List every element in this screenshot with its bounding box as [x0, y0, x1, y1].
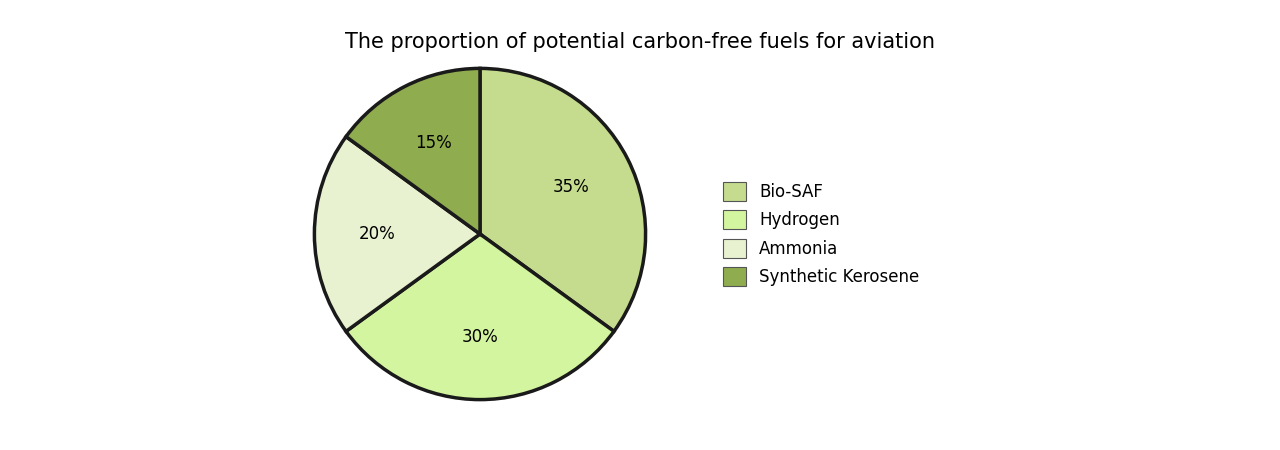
Text: 15%: 15% [415, 134, 452, 152]
Text: The proportion of potential carbon-free fuels for aviation: The proportion of potential carbon-free … [346, 32, 934, 51]
Text: 35%: 35% [553, 178, 590, 196]
Wedge shape [480, 68, 645, 331]
Text: 30%: 30% [462, 328, 498, 346]
Wedge shape [315, 137, 480, 331]
Wedge shape [346, 68, 480, 234]
Wedge shape [346, 234, 614, 400]
Legend: Bio-SAF, Hydrogen, Ammonia, Synthetic Kerosene: Bio-SAF, Hydrogen, Ammonia, Synthetic Ke… [716, 175, 927, 293]
Text: 20%: 20% [358, 225, 396, 243]
